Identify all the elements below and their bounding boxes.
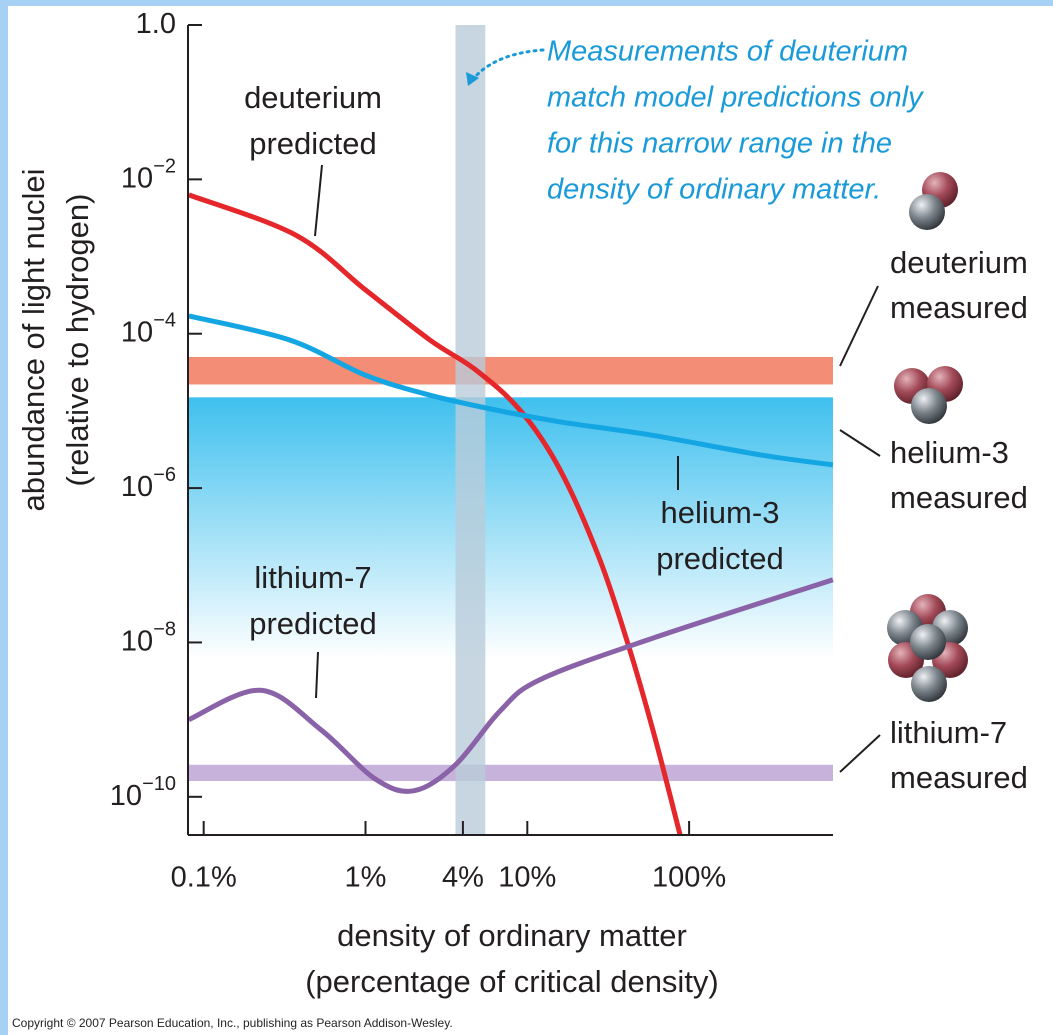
measured-label: measured xyxy=(890,760,1028,795)
y-tick-label: 10−4 xyxy=(121,310,176,348)
series-label: predicted xyxy=(249,126,377,161)
x-tick-label: 10% xyxy=(498,862,556,894)
x-tick-label: 100% xyxy=(652,862,726,894)
y-tick-base: 10 xyxy=(121,162,153,194)
measured-label: measured xyxy=(890,290,1028,325)
measured-label: deuterium xyxy=(890,245,1028,280)
deuterium-icon xyxy=(909,172,958,230)
annotation: density of ordinary matter. xyxy=(547,174,881,206)
series-line xyxy=(188,313,834,468)
x-tick-label: 0.1% xyxy=(171,862,237,894)
annotation: for this narrow range in the xyxy=(547,128,892,160)
x-tick-label: 4% xyxy=(442,862,484,894)
measured-label: helium-3 xyxy=(890,435,1009,470)
series-label: predicted xyxy=(249,606,377,641)
annotation: match model predictions only xyxy=(547,82,924,114)
annotation: Measurements of deuterium xyxy=(547,36,908,68)
y-tick-label: 10−2 xyxy=(121,156,176,194)
annotation-arrow xyxy=(472,48,545,80)
lithium-7-icon xyxy=(887,594,968,702)
y-tick-base: 10 xyxy=(110,779,142,811)
measured-label: lithium-7 xyxy=(890,715,1007,750)
y-tick-base: 10 xyxy=(121,316,153,348)
y-axis-label: (relative to hydrogen) xyxy=(60,194,95,487)
y-tick-label: 10−6 xyxy=(121,464,176,502)
measured-band xyxy=(188,356,833,385)
y-tick-base: 10 xyxy=(121,471,153,503)
y-tick-label: 1.0 xyxy=(136,8,176,40)
measured-band xyxy=(188,764,833,782)
lines xyxy=(188,192,834,835)
leaders xyxy=(314,164,881,773)
y-tick-exponent: −4 xyxy=(153,310,176,332)
labels: Measurements of deuterium match model pre… xyxy=(244,36,1028,796)
y-tick-exponent: −6 xyxy=(153,464,176,486)
measured-label: measured xyxy=(890,480,1028,515)
annotation-arrowhead xyxy=(466,72,479,86)
y-tick-exponent: −2 xyxy=(153,156,176,178)
series-label: lithium-7 xyxy=(254,560,371,595)
y-tick-label: 10−8 xyxy=(121,619,176,657)
x-tick-label: 1% xyxy=(345,862,387,894)
y-tick-base: 10 xyxy=(121,625,153,657)
copyright: Copyright © 2007 Pearson Education, Inc.… xyxy=(12,1016,453,1030)
x-axis-label: density of ordinary matter xyxy=(337,918,687,953)
series-label: predicted xyxy=(656,541,784,576)
y-tick-base: 1.0 xyxy=(136,8,176,40)
y-tick-label: 10−10 xyxy=(110,773,176,811)
helium-3-icon xyxy=(894,366,963,424)
y-tick-exponent: −10 xyxy=(142,773,176,795)
series-line xyxy=(188,192,683,835)
y-tick-exponent: −8 xyxy=(153,619,176,641)
y-axis-label: abundance of light nuclei xyxy=(16,169,51,512)
highlight-band xyxy=(455,25,486,835)
series-label: deuterium xyxy=(244,80,382,115)
series-line xyxy=(188,577,834,794)
x-axis-label: (percentage of critical density) xyxy=(305,964,719,999)
series-label: helium-3 xyxy=(661,495,780,530)
